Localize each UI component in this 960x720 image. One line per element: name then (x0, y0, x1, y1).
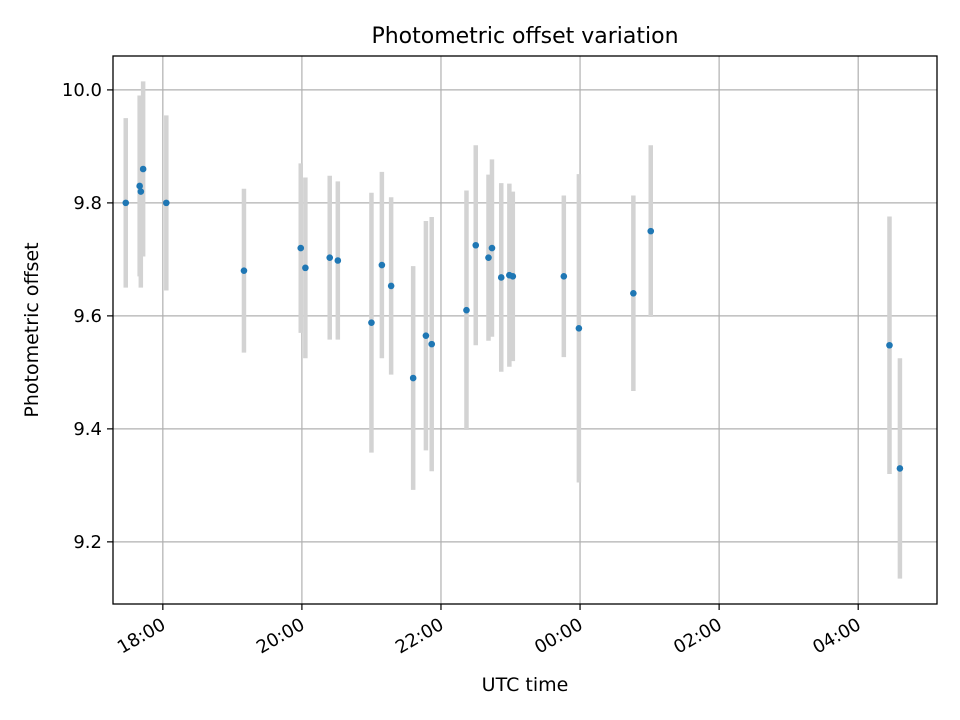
data-point (896, 465, 904, 472)
plot-frame (112, 55, 938, 605)
data-point (122, 199, 130, 207)
y-tick-label: 9.2 (73, 532, 102, 553)
y-tick-label: 9.4 (73, 419, 102, 440)
y-tick-label: 9.8 (73, 193, 102, 214)
chart-title: Photometric offset variation (371, 24, 678, 49)
data-point (560, 273, 568, 280)
data-point (240, 267, 248, 274)
data-point (647, 227, 655, 235)
y-tick-label: 10.0 (62, 80, 102, 101)
y-tick-label: 9.6 (73, 306, 102, 327)
data-point (497, 274, 505, 281)
data-point (302, 264, 309, 272)
data-point (137, 188, 145, 195)
data-point (378, 261, 386, 269)
y-axis-label: Photometric offset (21, 242, 43, 417)
data-point (886, 341, 893, 349)
data-point (136, 182, 143, 190)
data-point (334, 257, 342, 264)
data-point (463, 306, 470, 314)
data-point (488, 244, 496, 252)
data-point (387, 282, 395, 290)
data-point (368, 319, 375, 326)
x-axis-label: UTC time (482, 674, 569, 696)
data-point (409, 374, 417, 382)
data-point (509, 273, 517, 280)
data-points (122, 165, 904, 472)
data-point (139, 165, 147, 173)
data-point (630, 289, 637, 297)
data-point (472, 241, 480, 249)
data-point (163, 199, 170, 207)
data-point (326, 254, 334, 261)
data-point (575, 325, 583, 332)
y-axis: 9.2 9.4 9.6 9.8 10.0 (62, 80, 113, 553)
data-point (422, 332, 430, 339)
data-point (428, 340, 436, 348)
data-point (485, 254, 492, 261)
data-point (297, 244, 305, 252)
